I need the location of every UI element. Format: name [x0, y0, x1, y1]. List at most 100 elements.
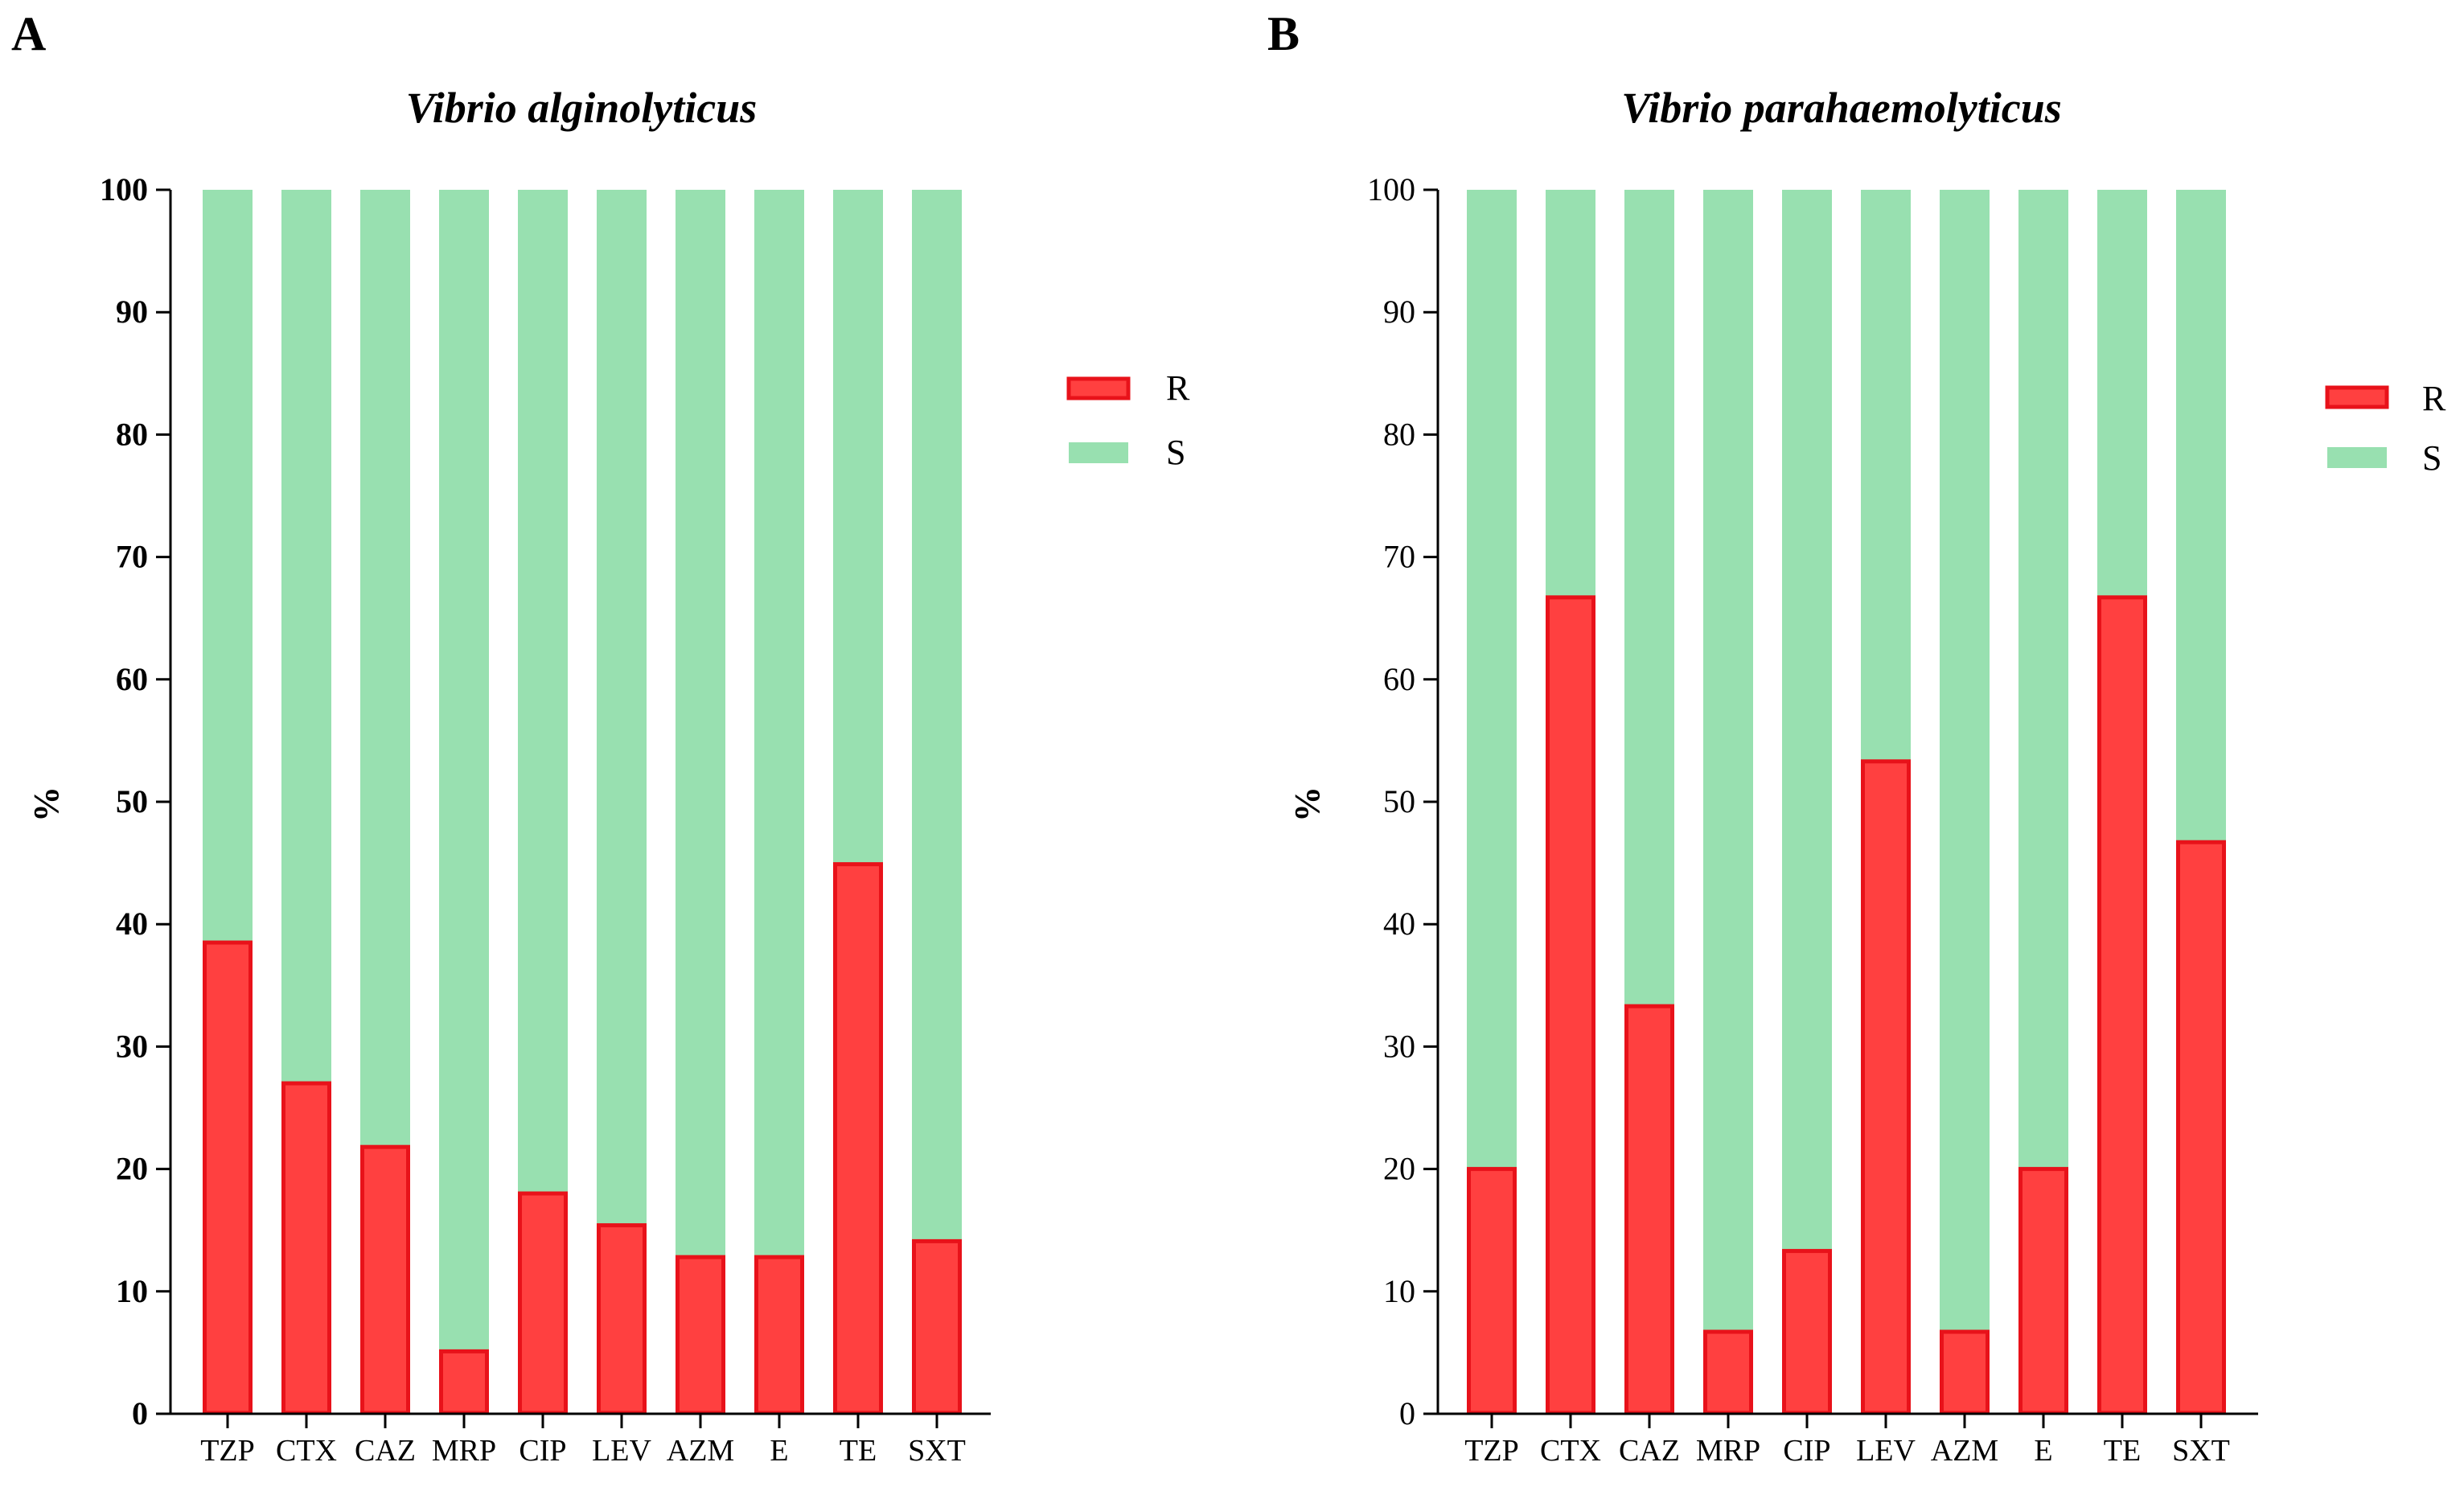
bar-r-a-caz — [360, 1144, 410, 1415]
legend-a: R S — [1066, 368, 1190, 472]
bar-s-a-te — [833, 190, 883, 865]
bar-s-a-tzp — [203, 190, 253, 943]
y-tick-label-a-70: 70 — [116, 539, 148, 575]
x-tick-label-b-sxt: SXT — [2172, 1434, 2230, 1468]
bar-r-a-azm — [676, 1255, 725, 1415]
chart-title-b: Vibrio parahaemolyticus — [1621, 84, 2062, 132]
bar-s-b-ctx — [1546, 190, 1595, 598]
x-tick-label-a-te: TE — [840, 1434, 877, 1468]
y-tick-label-b-50: 50 — [1383, 783, 1415, 819]
x-tick-label-b-caz: CAZ — [1619, 1434, 1680, 1468]
y-tick-label-a-20: 20 — [116, 1151, 148, 1187]
bar-r-b-te — [2097, 595, 2147, 1415]
bar-s-b-te — [2097, 190, 2147, 598]
bar-r-b-sxt — [2176, 840, 2226, 1415]
y-ticks-b: 0 10 20 30 40 50 60 70 80 90 100 — [1367, 171, 1438, 1431]
x-tick-label-b-te: TE — [2104, 1434, 2141, 1468]
bar-r-b-azm — [1940, 1329, 1990, 1415]
bar-r-a-tzp — [203, 940, 253, 1415]
x-tick-label-a-ctx: CTX — [276, 1434, 337, 1468]
bar-r-b-cip — [1782, 1249, 1832, 1415]
bar-r-b-tzp — [1467, 1167, 1517, 1415]
y-tick-label-a-40: 40 — [116, 906, 148, 942]
y-tick-label-b-90: 90 — [1383, 294, 1415, 330]
y-tick-label-b-40: 40 — [1383, 906, 1415, 942]
panel-letter-a: A — [11, 7, 46, 60]
y-tick-label-a-0: 0 — [132, 1395, 148, 1431]
bar-r-b-mrp — [1703, 1329, 1753, 1415]
x-tick-label-b-ctx: CTX — [1540, 1434, 1601, 1468]
y-tick-label-b-80: 80 — [1383, 416, 1415, 452]
x-tick-labels-a: TZP CTX CAZ MRP CIP LEV AZM E TE SXT — [200, 1414, 966, 1468]
y-ticks-a: 0 10 20 30 40 50 60 70 80 90 100 — [100, 171, 170, 1431]
y-axis-label-b: % — [1287, 787, 1327, 822]
bar-s-a-lev — [597, 190, 647, 1226]
x-tick-label-b-azm: AZM — [1931, 1434, 1998, 1468]
bar-s-b-azm — [1940, 190, 1990, 1333]
legend-label-s-b: S — [2422, 438, 2441, 478]
y-tick-label-a-90: 90 — [116, 294, 148, 330]
bar-r-a-sxt — [912, 1238, 962, 1415]
bar-s-a-ctx — [281, 190, 331, 1084]
y-tick-label-b-100: 100 — [1367, 171, 1415, 207]
bar-s-a-azm — [676, 190, 725, 1258]
bar-s-a-caz — [360, 190, 410, 1148]
x-tick-label-b-lev: LEV — [1856, 1434, 1916, 1468]
x-tick-label-a-sxt: SXT — [908, 1434, 966, 1468]
x-tick-label-a-mrp: MRP — [432, 1434, 496, 1468]
bar-s-b-e — [2018, 190, 2068, 1169]
bar-s-b-caz — [1624, 190, 1674, 1007]
legend-swatch-s-a — [1069, 442, 1128, 463]
y-axis-label-a: % — [27, 787, 66, 822]
bar-r-a-lev — [597, 1223, 647, 1415]
bars-b — [1467, 190, 2226, 1415]
legend-swatch-s-b — [2327, 447, 2387, 468]
y-tick-label-a-50: 50 — [116, 783, 148, 819]
x-tick-label-b-mrp: MRP — [1696, 1434, 1760, 1468]
legend-label-r-b: R — [2422, 379, 2446, 418]
x-tick-label-a-azm: AZM — [667, 1434, 734, 1468]
bar-s-b-lev — [1861, 190, 1911, 762]
bar-s-b-cip — [1782, 190, 1832, 1251]
bar-r-b-caz — [1624, 1004, 1674, 1415]
bar-s-a-mrp — [439, 190, 489, 1352]
x-tick-labels-b: TZP CTX CAZ MRP CIP LEV AZM E TE SXT — [1464, 1414, 2230, 1468]
y-tick-label-a-60: 60 — [116, 661, 148, 697]
legend-label-s-a: S — [1166, 433, 1185, 472]
x-tick-label-a-e: E — [770, 1434, 788, 1468]
y-tick-label-b-30: 30 — [1383, 1028, 1415, 1064]
bar-r-b-lev — [1861, 759, 1911, 1415]
x-tick-label-a-tzp: TZP — [200, 1434, 255, 1468]
y-tick-label-b-0: 0 — [1399, 1395, 1415, 1431]
bar-s-a-cip — [518, 190, 568, 1194]
x-tick-label-b-cip: CIP — [1783, 1434, 1830, 1468]
bar-s-a-e — [754, 190, 804, 1258]
bar-s-b-mrp — [1703, 190, 1753, 1333]
bar-r-a-cip — [518, 1191, 568, 1415]
chart-panel-b: B Vibrio parahaemolyticus % 0 10 20 30 40 50 6… — [1267, 7, 2446, 1468]
legend-label-r-a: R — [1166, 368, 1190, 408]
x-tick-label-a-caz: CAZ — [355, 1434, 416, 1468]
bars-a — [203, 190, 962, 1415]
y-tick-label-a-100: 100 — [100, 171, 148, 207]
bar-r-a-e — [754, 1255, 804, 1415]
y-tick-label-b-20: 20 — [1383, 1151, 1415, 1187]
legend-swatch-r-b — [2325, 385, 2389, 409]
x-tick-label-a-lev: LEV — [592, 1434, 651, 1468]
bar-r-a-mrp — [439, 1349, 489, 1415]
x-tick-label-b-tzp: TZP — [1464, 1434, 1519, 1468]
bar-s-b-tzp — [1467, 190, 1517, 1169]
chart-title-a: Vibrio alginolyticus — [406, 84, 758, 132]
bar-r-b-ctx — [1546, 595, 1595, 1415]
y-tick-label-b-60: 60 — [1383, 661, 1415, 697]
bar-s-a-sxt — [912, 190, 962, 1242]
chart-panel-a: A Vibrio alginolyticus % 0 10 20 30 40 50 60 70… — [11, 7, 1190, 1468]
y-tick-label-b-10: 10 — [1383, 1273, 1415, 1309]
y-tick-label-a-30: 30 — [116, 1028, 148, 1064]
y-tick-label-a-10: 10 — [116, 1273, 148, 1309]
bar-r-a-ctx — [281, 1081, 331, 1415]
legend-swatch-r-a — [1066, 376, 1131, 400]
x-tick-label-a-cip: CIP — [519, 1434, 566, 1468]
legend-b: R S — [2325, 379, 2446, 478]
